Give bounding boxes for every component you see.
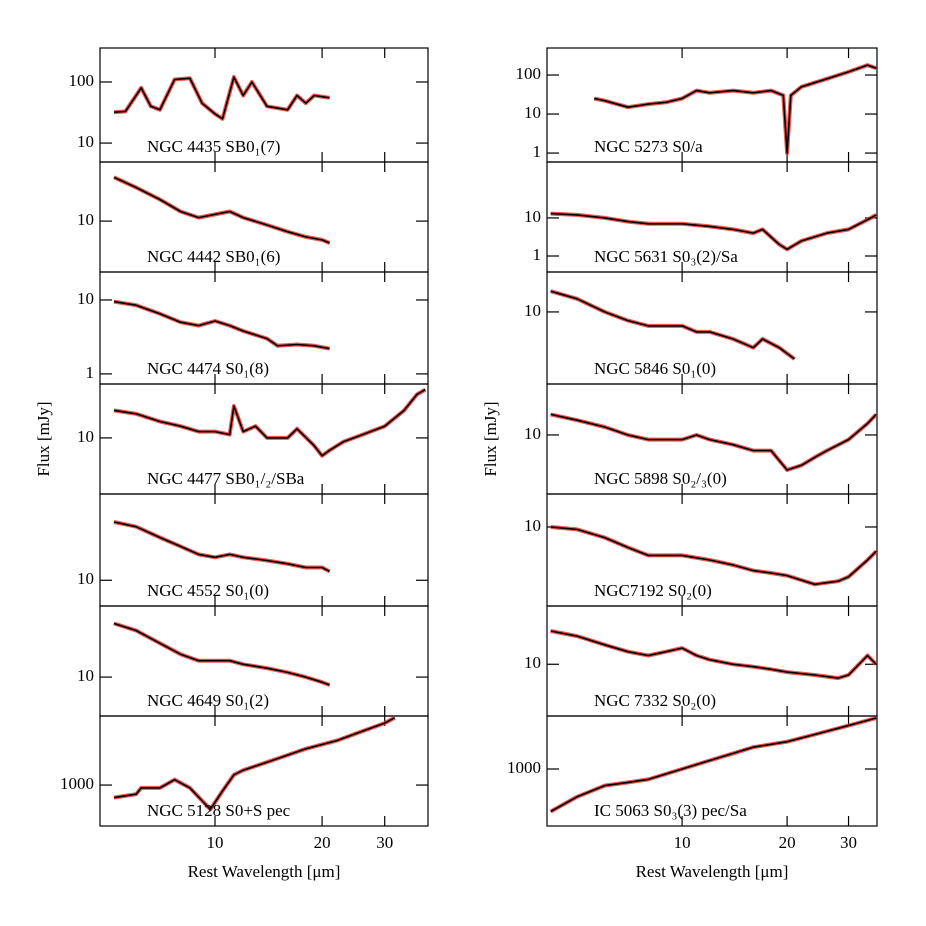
panel-label: NGC 7332 S0₂(0) xyxy=(594,691,716,710)
panel-frame xyxy=(99,715,429,827)
spectrum-line xyxy=(594,64,877,154)
spectrum-line xyxy=(550,212,877,251)
panel-label: NGC 4477 SB0₁/₂/SBa xyxy=(147,469,305,488)
error-band xyxy=(550,629,878,681)
y-tick-label: 10 xyxy=(524,207,541,226)
x-axis-label: Rest Wavelength [μm] xyxy=(188,862,341,881)
spectrum-line xyxy=(550,717,877,813)
panel-label: NGC7192 S0₂(0) xyxy=(594,581,712,600)
y-axis-label: Flux [mJy] xyxy=(34,401,53,476)
spectrum-line xyxy=(113,300,330,350)
panel-label: NGC 4442 SB0₁(6) xyxy=(147,247,280,266)
error-band xyxy=(113,715,396,812)
spectrum-line xyxy=(550,413,877,471)
spectrum-line xyxy=(113,76,330,120)
y-tick-label: 10 xyxy=(77,210,94,229)
panel-label: NGC 5273 S0/a xyxy=(594,137,703,156)
y-tick-label: 10 xyxy=(77,666,94,685)
panel-label: NGC 5846 S0₁(0) xyxy=(594,359,716,378)
x-tick-label: 20 xyxy=(314,833,331,852)
panel-label: NGC 4435 SB0₁(7) xyxy=(147,137,280,156)
error-band xyxy=(550,211,878,252)
error-band xyxy=(113,387,427,458)
panel-label: NGC 4552 S0₁(0) xyxy=(147,581,269,600)
y-tick-label: 10 xyxy=(524,301,541,320)
panel-label: NGC 5631 S0₃(2)/Sa xyxy=(594,247,738,266)
error-band xyxy=(113,520,331,574)
error-band xyxy=(113,621,331,687)
panel-label: NGC 4474 S0₁(8) xyxy=(147,359,269,378)
error-band xyxy=(113,175,331,245)
spectrum-line xyxy=(550,290,795,360)
x-tick-label: 30 xyxy=(376,833,393,852)
spectrum-line xyxy=(113,388,426,457)
y-tick-label: 10 xyxy=(524,653,541,672)
x-tick-label: 10 xyxy=(674,833,691,852)
spectrum-line xyxy=(113,716,396,811)
y-tick-label: 10 xyxy=(77,427,94,446)
y-tick-label: 1000 xyxy=(507,758,541,777)
y-tick-label: 10 xyxy=(77,289,94,308)
x-axis-label: Rest Wavelength [μm] xyxy=(636,862,789,881)
x-tick-label: 10 xyxy=(207,833,224,852)
spectrum-line xyxy=(113,622,330,686)
spectrum-line xyxy=(113,176,330,244)
y-tick-label: 10 xyxy=(77,569,94,588)
error-band xyxy=(549,716,877,814)
y-tick-label: 10 xyxy=(524,516,541,535)
y-tick-label: 100 xyxy=(516,64,542,83)
spectrum-line xyxy=(550,630,877,679)
y-tick-label: 10 xyxy=(524,103,541,122)
y-tick-label: 1 xyxy=(533,245,542,264)
y-tick-label: 100 xyxy=(69,71,95,90)
panel-label: NGC 5898 S0₂/₃(0) xyxy=(594,469,727,488)
x-tick-label: 20 xyxy=(779,833,796,852)
y-tick-label: 1 xyxy=(86,363,95,382)
y-tick-label: 1 xyxy=(533,142,542,161)
panel-label: NGC 5128 S0+S pec xyxy=(147,801,291,820)
panel-frame xyxy=(546,715,878,827)
y-axis-label: Flux [mJy] xyxy=(481,401,500,476)
spectrum-line xyxy=(550,526,877,586)
spectrum-line xyxy=(113,521,330,573)
y-tick-label: 10 xyxy=(524,424,541,443)
error-band xyxy=(550,412,878,472)
panel-label: NGC 4649 S0₁(2) xyxy=(147,691,269,710)
y-tick-label: 10 xyxy=(77,132,94,151)
panel-label: IC 5063 S0₃(3) pec/Sa xyxy=(594,801,747,820)
x-tick-label: 30 xyxy=(840,833,857,852)
y-tick-label: 1000 xyxy=(60,774,94,793)
